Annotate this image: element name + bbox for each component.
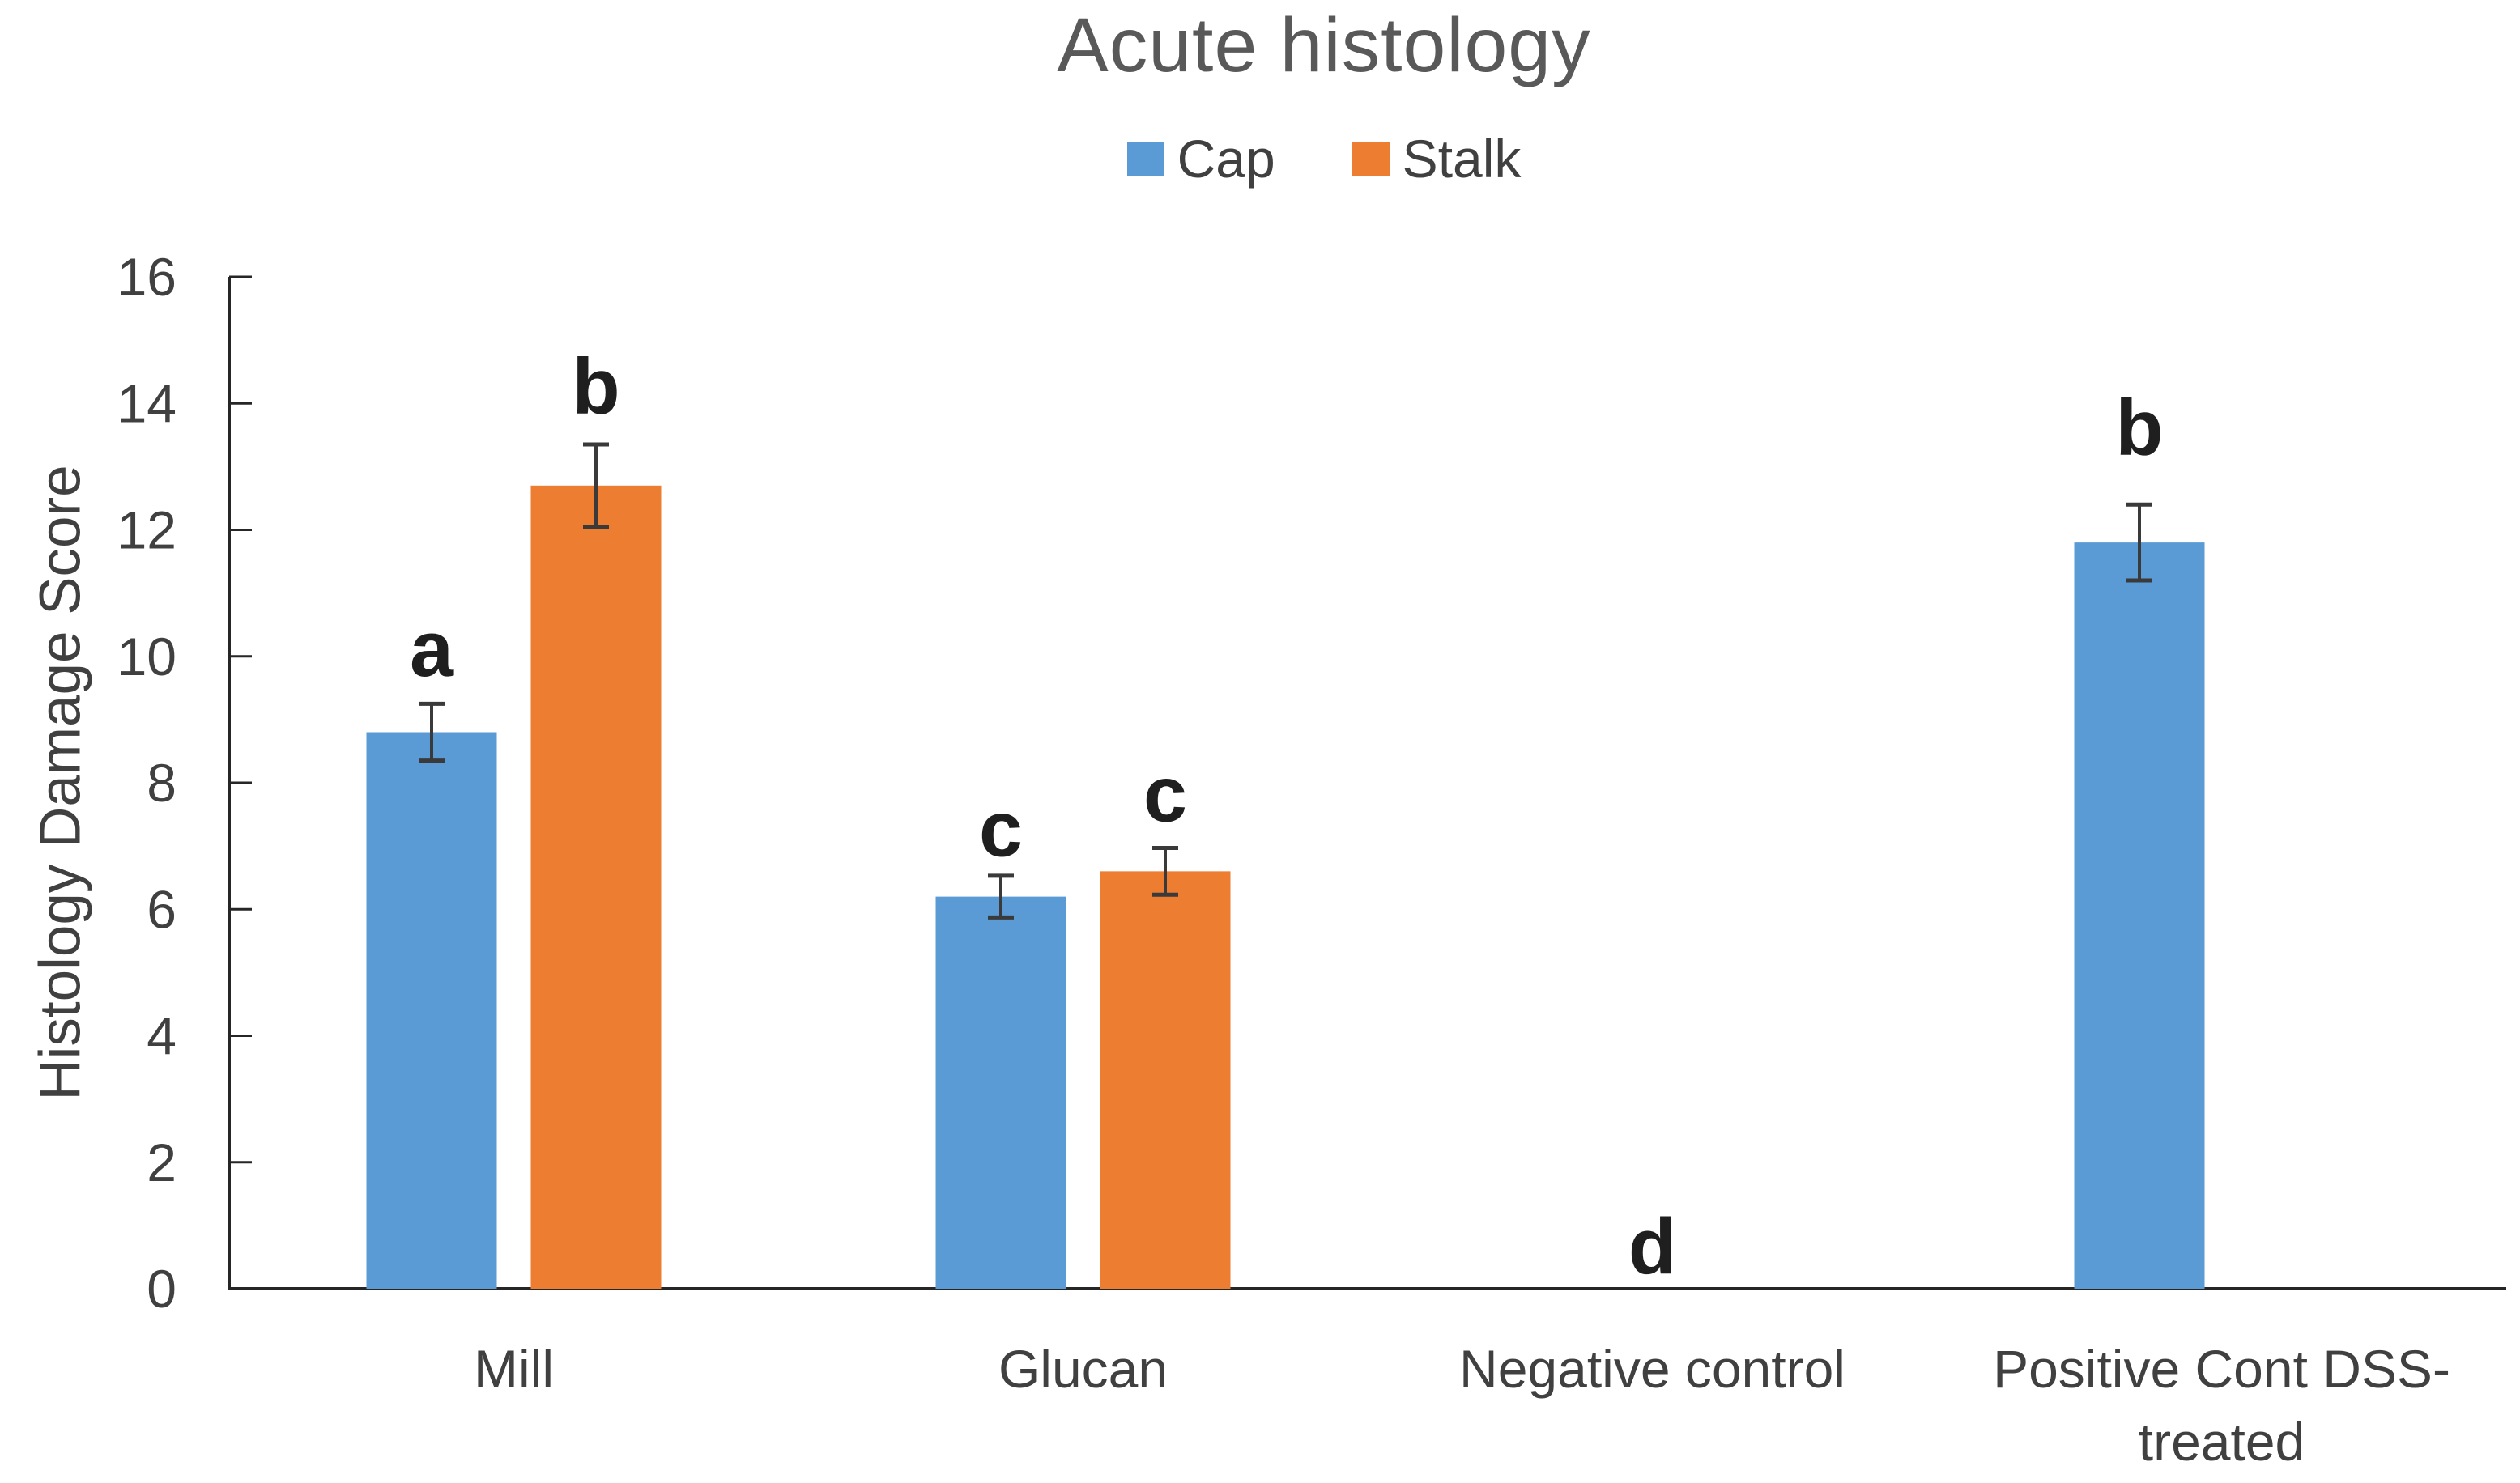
significance-letter-a: a (410, 605, 454, 693)
cap-series-swatch-icon (1126, 142, 1164, 176)
y-tick-label: 8 (147, 753, 177, 813)
legend-label-stalk: Stalk (1402, 129, 1522, 189)
bar-stalk-1 (1100, 871, 1231, 1289)
significance-letter-b: b (2115, 384, 2163, 472)
x-category-label: Negative control (1459, 1339, 1845, 1399)
chart-title: Acute histology (1057, 2, 1591, 88)
x-category-label: Positive Cont DSS- (1993, 1339, 2450, 1399)
stalk-series-swatch-icon (1352, 142, 1390, 176)
y-tick-label: 0 (147, 1259, 177, 1319)
bar-cap-3 (2074, 542, 2205, 1289)
x-category-label: Glucan (998, 1339, 1168, 1399)
significance-letter-c: c (979, 785, 1023, 873)
bar-cap-1 (935, 896, 1066, 1289)
significance-letter-d: d (1628, 1202, 1676, 1290)
legend-item-stalk: Stalk (1352, 128, 1522, 189)
y-tick-label: 6 (147, 879, 177, 939)
legend: Cap Stalk (138, 128, 2510, 189)
y-tick-label: 12 (117, 500, 177, 560)
y-axis-title: Histology Damage Score (28, 465, 93, 1101)
legend-item-cap: Cap (1126, 128, 1275, 189)
significance-letter-b: b (572, 342, 619, 431)
y-tick-label: 14 (117, 373, 177, 433)
x-category-label: Mill (474, 1339, 554, 1399)
bar-stalk-0 (530, 485, 662, 1289)
x-category-label: treated (2139, 1412, 2305, 1472)
bar-cap-0 (366, 732, 497, 1289)
y-tick-label: 2 (147, 1132, 177, 1192)
y-tick-label: 16 (117, 247, 177, 307)
legend-label-cap: Cap (1177, 129, 1275, 189)
y-tick-label: 4 (147, 1006, 177, 1066)
y-tick-label: 10 (117, 627, 177, 686)
significance-letter-c: c (1143, 750, 1187, 839)
